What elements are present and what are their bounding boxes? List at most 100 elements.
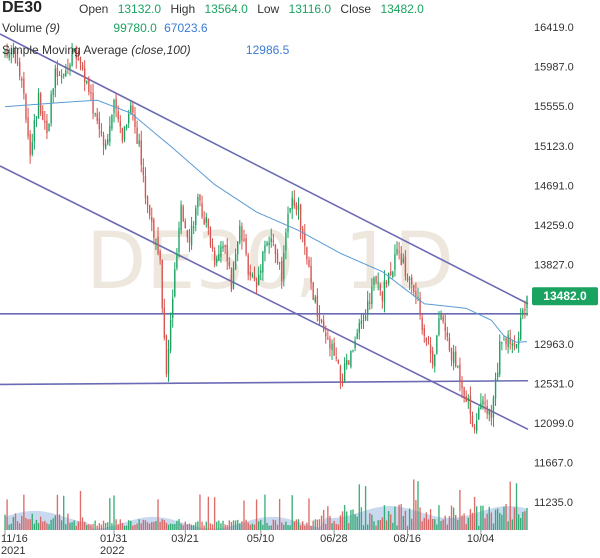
candle-body (467, 398, 469, 402)
candle-body (331, 343, 333, 351)
candle-body (71, 50, 73, 66)
volume-bar (134, 524, 136, 530)
candle-body (448, 337, 451, 351)
candle-body (417, 296, 419, 298)
low-label: Low (257, 2, 280, 16)
volume-bar (270, 525, 272, 530)
candle-body (343, 363, 346, 382)
candle-body (281, 261, 283, 282)
volume-bar (230, 521, 233, 530)
volume-bar (234, 520, 237, 530)
volume-bar (427, 519, 430, 530)
trendline-lower-channel[interactable] (0, 165, 529, 431)
candle-body (12, 48, 15, 55)
volume-bar (291, 495, 293, 530)
volume-bar (308, 498, 310, 530)
volume-bar (94, 520, 96, 530)
volume-bar (471, 512, 474, 530)
candle-body (425, 338, 428, 342)
volume-bar (251, 523, 254, 530)
trendlines[interactable] (0, 33, 529, 431)
volume-bar (444, 515, 446, 530)
candle-body (440, 314, 442, 320)
volume-bar (239, 523, 241, 530)
volume-bar (482, 505, 484, 530)
watermark: DE30, 1D (86, 217, 454, 307)
volume-bar (111, 523, 113, 530)
x-tick-label: 06/28 (320, 533, 348, 545)
volume-bar (436, 524, 438, 530)
volume-bar (266, 523, 268, 530)
volume-bar (121, 522, 124, 530)
candle-body (457, 366, 459, 368)
volume-bar (390, 514, 392, 530)
volume-legend: Volume (9) 99780.0 67023.6 (2, 21, 208, 35)
volume-bar (423, 517, 425, 530)
candle-body (31, 142, 33, 155)
candle-body (195, 208, 197, 226)
volume-bar (140, 523, 142, 530)
legend-row-ohlc: DE30 (2, 0, 42, 17)
volume-bar (517, 514, 520, 530)
candle-body (115, 98, 117, 109)
volume-bar (461, 515, 463, 530)
volume-bar (186, 524, 189, 530)
volume-bar (469, 508, 472, 530)
volume-bar (169, 523, 172, 530)
candle-body (186, 230, 189, 238)
candle-body (130, 105, 132, 113)
volume-bar (184, 521, 186, 530)
candle-body (287, 213, 289, 233)
volume-bar (281, 522, 283, 530)
trendline-upper-channel[interactable] (0, 33, 529, 305)
volume-bar (398, 504, 400, 530)
volume-bar (155, 521, 157, 530)
volume-bar (79, 490, 82, 530)
volume-bar (496, 508, 499, 530)
volume-bar (226, 525, 228, 530)
trendline-horizontal-support[interactable] (0, 379, 529, 386)
candle-body (522, 310, 524, 316)
volume-bar (285, 521, 287, 530)
candle-body (119, 121, 121, 127)
candle-body (136, 127, 138, 144)
candle-body (123, 126, 126, 140)
candle-body (253, 276, 256, 280)
volume-bar (176, 520, 178, 530)
volume-bar (42, 521, 44, 530)
candle-body (476, 420, 478, 431)
volume-bar (29, 519, 31, 530)
ohlc-values: Open 13132.0 High 13564.0 Low 13116.0 Cl… (79, 2, 424, 16)
volume-bar (337, 524, 340, 530)
volume-bar (392, 522, 394, 530)
volume-histogram (4, 479, 528, 530)
volume-bar (31, 513, 33, 530)
x-tick-label: 03/21 (171, 533, 199, 545)
volume-bar (58, 514, 61, 530)
price-axis[interactable]: 16419.0 15987.0 15555.0 15123.0 14691.0 14259… (534, 22, 574, 509)
candle-body (396, 248, 398, 255)
volume-bar (431, 518, 434, 530)
sma-value: 12986.5 (245, 43, 290, 57)
candle-body (222, 245, 224, 249)
y-tick-label: 15123.0 (534, 141, 574, 153)
candle-body (473, 426, 476, 430)
volume-bar (119, 519, 121, 530)
volume-bar (77, 521, 80, 530)
volume-bar (295, 519, 298, 530)
candle-body (262, 251, 264, 273)
volume-bar (153, 521, 155, 530)
volume-bar (421, 521, 423, 530)
volume-bar (331, 523, 333, 530)
volume-bar (172, 524, 174, 530)
candle-body (228, 262, 230, 267)
volume-bar (297, 519, 300, 530)
volume-bar (218, 520, 220, 530)
volume-bar (90, 524, 92, 530)
volume-bar (505, 503, 507, 530)
volume-bar (195, 522, 197, 530)
volume-bar (476, 506, 478, 530)
volume-bar (293, 521, 295, 530)
